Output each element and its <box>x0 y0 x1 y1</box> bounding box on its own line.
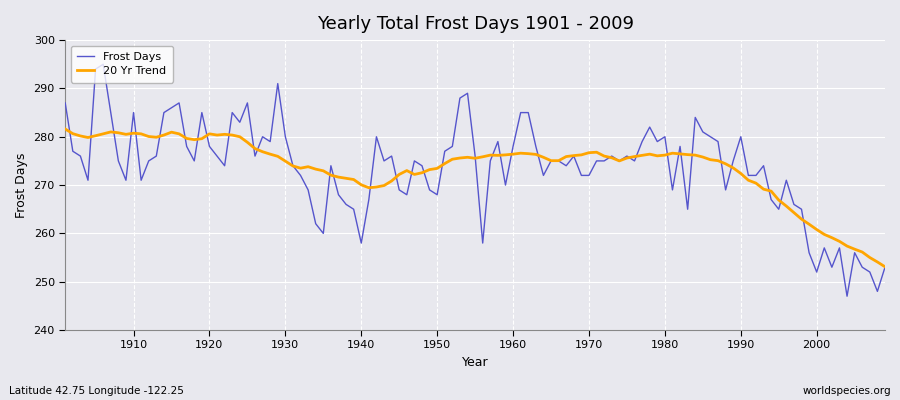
Frost Days <box>295 173 306 178</box>
Text: Latitude 42.75 Longitude -122.25: Latitude 42.75 Longitude -122.25 <box>9 386 184 396</box>
Frost Days <box>607 154 617 158</box>
Frost Days <box>508 144 518 149</box>
Line: Frost Days: Frost Days <box>65 64 885 296</box>
Frost Days <box>98 62 109 67</box>
Y-axis label: Frost Days: Frost Days <box>15 152 28 218</box>
20 Yr Trend <box>121 132 131 137</box>
20 Yr Trend <box>598 154 609 158</box>
20 Yr Trend <box>333 175 344 180</box>
Frost Days <box>879 265 890 270</box>
Legend: Frost Days, 20 Yr Trend: Frost Days, 20 Yr Trend <box>71 46 173 82</box>
20 Yr Trend <box>508 152 518 156</box>
Frost Days <box>341 202 352 207</box>
Frost Days <box>59 100 70 105</box>
Text: worldspecies.org: worldspecies.org <box>803 386 891 396</box>
20 Yr Trend <box>59 127 70 132</box>
Line: 20 Yr Trend: 20 Yr Trend <box>65 129 885 267</box>
20 Yr Trend <box>500 152 511 157</box>
Title: Yearly Total Frost Days 1901 - 2009: Yearly Total Frost Days 1901 - 2009 <box>317 15 634 33</box>
Frost Days <box>128 110 139 115</box>
Frost Days <box>842 294 852 299</box>
X-axis label: Year: Year <box>462 356 489 369</box>
20 Yr Trend <box>879 264 890 269</box>
20 Yr Trend <box>287 164 298 168</box>
Frost Days <box>516 110 526 115</box>
